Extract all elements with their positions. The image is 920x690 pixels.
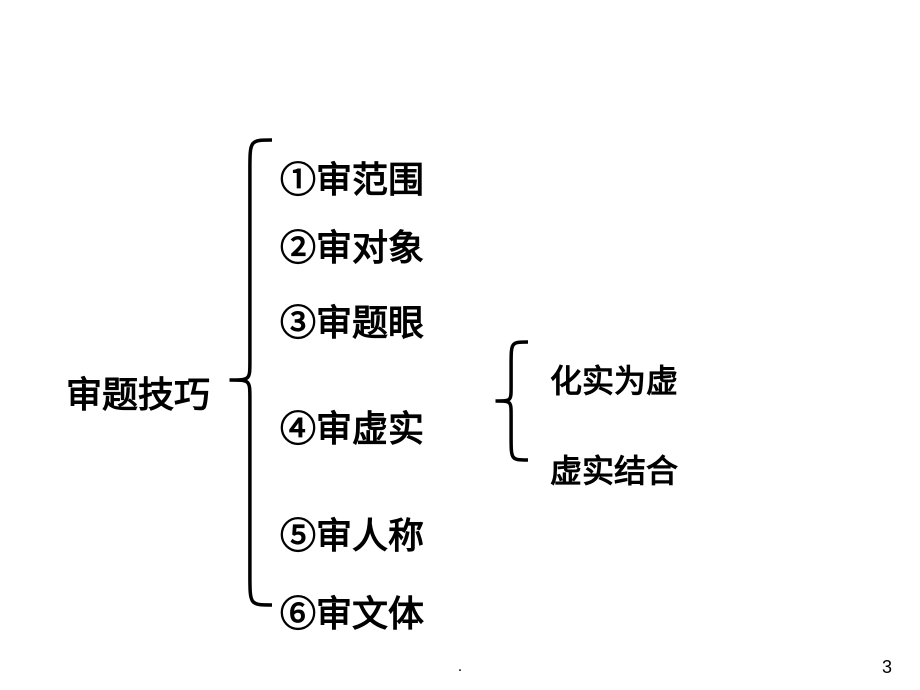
page-number: 3 — [882, 657, 892, 678]
main-brace — [230, 140, 273, 605]
footer-dot: . — [458, 658, 462, 676]
item-4: ④审虚实 — [280, 400, 424, 452]
sub-brace — [496, 342, 529, 460]
sub-item-2: 虚实结合 — [550, 446, 678, 492]
root-label: 审题技巧 — [66, 366, 210, 418]
item-2: ②审对象 — [280, 219, 424, 271]
item-3: ③审题眼 — [280, 294, 424, 346]
item-1: ①审范围 — [280, 151, 424, 203]
item-5: ⑤审人称 — [280, 507, 424, 559]
item-6: ⑥审文体 — [280, 585, 424, 637]
sub-item-1: 化实为虚 — [550, 356, 678, 402]
brace-layer — [0, 0, 920, 690]
